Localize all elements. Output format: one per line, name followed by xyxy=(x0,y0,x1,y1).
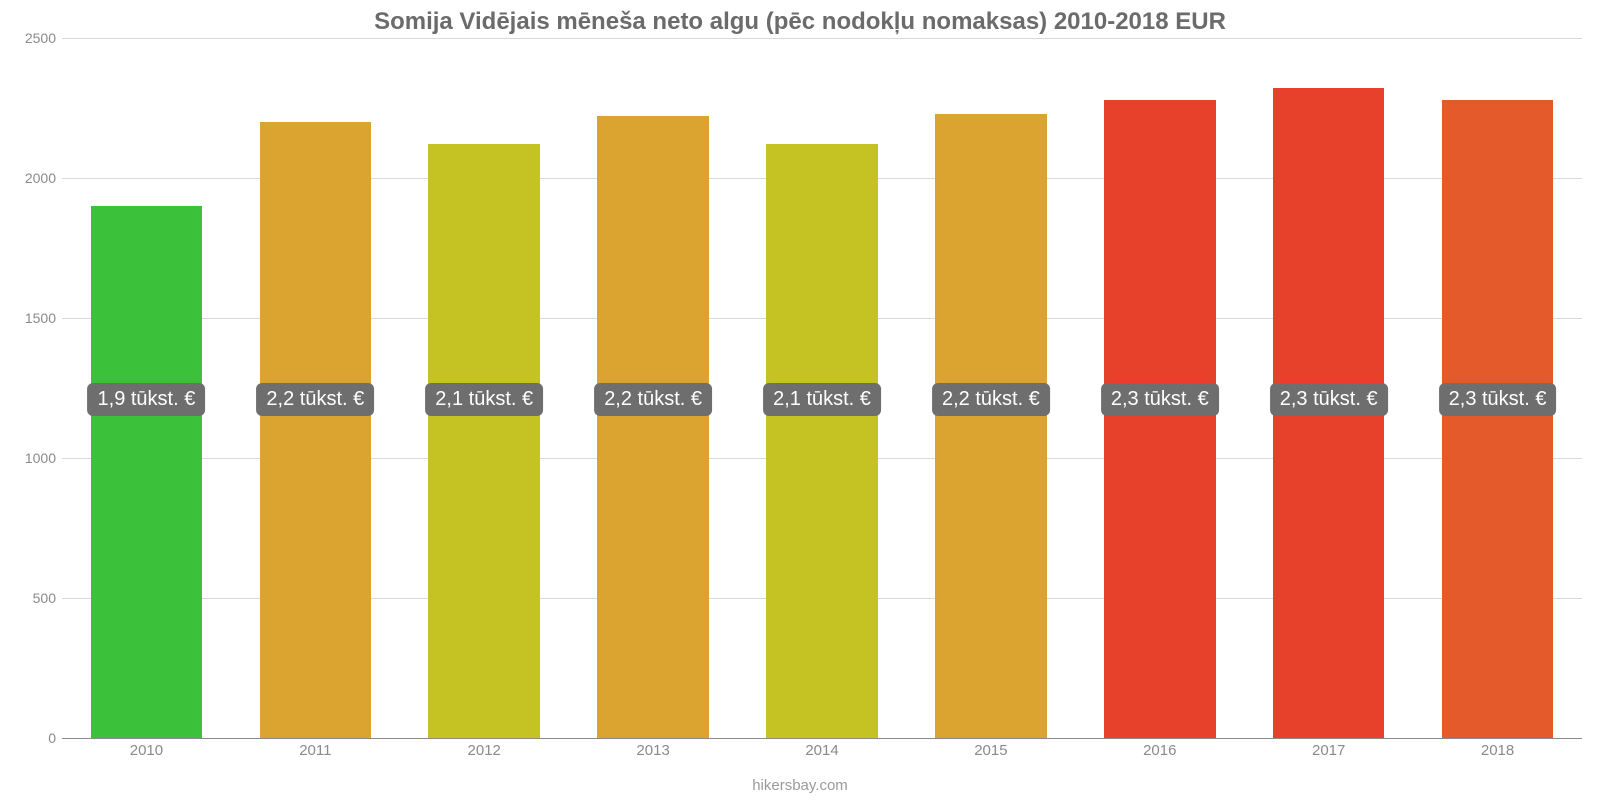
bar-value-label: 2,2 tūkst. € xyxy=(594,383,712,416)
bars-container: 1,9 tūkst. € 2,2 tūkst. € 2,1 tūkst. € 2,2 … xyxy=(62,38,1582,738)
x-tick-label: 2015 xyxy=(906,742,1075,759)
bar-value-label: 2,2 tūkst. € xyxy=(932,383,1050,416)
bar xyxy=(428,144,539,738)
y-tick-label: 1500 xyxy=(8,310,56,326)
y-tick-label: 500 xyxy=(8,590,56,606)
bar-slot: 1,9 tūkst. € xyxy=(62,38,231,738)
x-tick-label: 2011 xyxy=(231,742,400,759)
bar-value-label: 1,9 tūkst. € xyxy=(88,383,206,416)
bar-slot: 2,1 tūkst. € xyxy=(738,38,907,738)
bar xyxy=(766,144,877,738)
bar-value-label: 2,1 tūkst. € xyxy=(763,383,881,416)
bar-slot: 2,3 tūkst. € xyxy=(1075,38,1244,738)
chart-title: Somija Vidējais mēneša neto algu (pēc no… xyxy=(0,0,1600,36)
bar-value-label: 2,2 tūkst. € xyxy=(256,383,374,416)
y-tick-label: 0 xyxy=(8,730,56,746)
bar-value-label: 2,3 tūkst. € xyxy=(1270,383,1388,416)
x-tick-label: 2012 xyxy=(400,742,569,759)
x-tick-label: 2016 xyxy=(1075,742,1244,759)
x-tick-label: 2010 xyxy=(62,742,231,759)
x-tick-label: 2014 xyxy=(738,742,907,759)
y-tick-label: 2500 xyxy=(8,30,56,46)
bar-value-label: 2,3 tūkst. € xyxy=(1439,383,1557,416)
bar xyxy=(260,122,371,738)
bar-slot: 2,1 tūkst. € xyxy=(400,38,569,738)
y-tick-label: 2000 xyxy=(8,170,56,186)
source-text: hikersbay.com xyxy=(0,777,1600,794)
plot-area: 05001000150020002500 1,9 tūkst. €2,2 tūk… xyxy=(62,38,1582,738)
bar-slot: 2,2 tūkst. € xyxy=(569,38,738,738)
gridline xyxy=(62,738,1582,739)
bar-slot: 2,3 tūkst. € xyxy=(1244,38,1413,738)
bar-slot: 2,3 tūkst. € xyxy=(1413,38,1582,738)
bar xyxy=(935,114,1046,738)
bar xyxy=(91,206,202,738)
bar-slot: 2,2 tūkst. € xyxy=(231,38,400,738)
x-tick-label: 2013 xyxy=(569,742,738,759)
x-tick-label: 2018 xyxy=(1413,742,1582,759)
bar xyxy=(1104,100,1215,738)
bar xyxy=(1442,100,1553,738)
x-tick-label: 2017 xyxy=(1244,742,1413,759)
bar-value-label: 2,1 tūkst. € xyxy=(425,383,543,416)
bar xyxy=(597,116,708,738)
y-tick-label: 1000 xyxy=(8,450,56,466)
bar-slot: 2,2 tūkst. € xyxy=(906,38,1075,738)
x-axis-labels: 201020112012201320142015201620172018 xyxy=(62,742,1582,759)
bar-value-label: 2,3 tūkst. € xyxy=(1101,383,1219,416)
